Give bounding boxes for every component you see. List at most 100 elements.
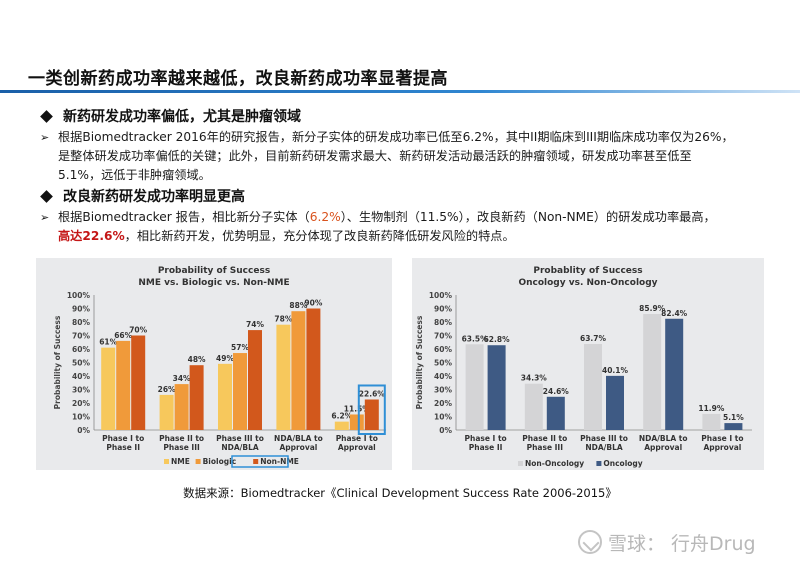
y-tick-label: 80% [72, 318, 90, 327]
legend-label: Non-Oncology [525, 459, 584, 468]
y-tick-label: 10% [434, 413, 452, 422]
data-label: 22.6% [359, 389, 386, 398]
non-nme-rate-highlight: 高达22.6% [58, 229, 125, 243]
section-2-heading-text: 改良新药研发成功率明显更高 [63, 189, 245, 205]
data-label: 24.6% [543, 387, 570, 396]
bar-biologic [174, 384, 189, 430]
data-label: 34.3% [521, 374, 548, 383]
y-tick-label: 40% [434, 372, 452, 381]
legend-swatch [253, 459, 259, 464]
x-tick-label: Phase III [527, 443, 564, 452]
x-tick-label: Phase II to [159, 434, 204, 443]
data-label: 66% [114, 331, 132, 340]
data-label: 34% [173, 374, 191, 383]
x-tick-label: Phase III to [580, 434, 628, 443]
x-tick-label: NDA/BLA to [639, 434, 688, 443]
section-1-line-2: 是整体研发成功率偏低的关键；此外，目前新药研发需求最大、新药研发活动最活跃的肿瘤… [58, 149, 692, 163]
legend-swatch [518, 461, 523, 466]
bar-non-nme [131, 335, 146, 430]
chart-oncology-vs-non-oncology: Probablity of Success Oncology vs. Non-On… [412, 258, 764, 470]
bar-non-oncology [465, 344, 484, 430]
bar-nme [159, 394, 174, 430]
legend-label: NME [171, 457, 190, 466]
y-tick-label: 20% [72, 399, 90, 408]
data-label: 74% [246, 320, 264, 329]
bar-non-nme [306, 308, 321, 430]
data-label: 88% [289, 301, 307, 310]
bar-oncology [606, 375, 624, 430]
title-divider [0, 90, 800, 93]
x-tick-label: Phase I to [701, 434, 743, 443]
bar-biologic [349, 414, 364, 430]
x-tick-label: NDA/BLA to [274, 434, 323, 443]
legend-label: Oncology [603, 459, 642, 468]
legend-swatch [164, 459, 169, 464]
x-tick-label: Approval [338, 443, 376, 452]
data-label: 11.9% [698, 404, 725, 413]
data-label: 61% [99, 338, 117, 347]
bar-nme [276, 324, 291, 430]
data-label: 82.4% [661, 309, 688, 318]
section-2-text-b: ）、生物制剂（11.5%），改良新药（Non-NME）的研发成功率最高， [340, 210, 716, 224]
watermark: 雪球： 行舟Drug [578, 528, 756, 556]
x-tick-label: NDA/BLA [585, 443, 623, 452]
arrow-bullet-icon: ➢ [40, 211, 50, 224]
bar-biologic [233, 353, 247, 430]
y-axis-label: Probability of Success [415, 315, 424, 409]
data-label: 85.9% [639, 304, 666, 313]
section-1-line-1: 根据Biomedtracker 2016年的研究报告，新分子实体的研发成功率已低… [58, 130, 734, 144]
bar-nme [218, 363, 232, 430]
header-band [0, 0, 800, 52]
legend-label: Non-NME [260, 457, 299, 466]
y-tick-label: 70% [434, 332, 452, 341]
watermark-site: 雪球： [608, 532, 666, 555]
bar-non-oncology [643, 314, 662, 430]
y-tick-label: 70% [72, 332, 90, 341]
data-label: 63.7% [580, 334, 607, 343]
y-tick-label: 30% [434, 386, 452, 395]
y-tick-label: 80% [434, 318, 452, 327]
legend-label: Biologic [203, 457, 237, 466]
bar-biologic [116, 340, 131, 430]
chart-subtitle: Oncology vs. Non-Oncology [518, 278, 657, 288]
x-tick-label: Approval [703, 443, 741, 452]
chart-nme-biologic-non-nme: Probability of Success NME vs. Biologic v… [36, 258, 392, 470]
xueqiu-logo-icon [578, 530, 602, 554]
x-tick-label: Phase II [469, 443, 503, 452]
bar-oncology [665, 318, 684, 430]
data-label: 6.2% [331, 412, 352, 421]
data-label: 26% [158, 385, 176, 394]
y-tick-label: 0% [77, 426, 90, 435]
data-label: 70% [129, 326, 147, 335]
arrow-bullet-icon: ➢ [40, 131, 50, 144]
nme-rate-highlight: 6.2% [309, 210, 341, 224]
section-heading-2: 改良新药研发成功率明显更高 [40, 186, 245, 206]
section-2-text-c: ，相比新药开发，优势明显，充分体现了改良新药降低研发风险的特点。 [124, 229, 515, 243]
x-tick-label: Phase II [106, 443, 140, 452]
bar-non-nme [364, 399, 379, 430]
x-tick-label: Phase III to [216, 434, 264, 443]
y-tick-label: 20% [434, 399, 452, 408]
watermark-author: 行舟Drug [671, 532, 756, 555]
bar-nme [101, 347, 116, 430]
data-label: 78% [274, 315, 292, 324]
data-label: 49% [216, 354, 234, 363]
y-tick-label: 10% [72, 413, 90, 422]
chart-1-svg: Probability of Success NME vs. Biologic v… [53, 266, 386, 468]
y-tick-label: 30% [72, 386, 90, 395]
section-heading-1: 新药研发成功率偏低，尤其是肿瘤领域 [40, 106, 301, 126]
y-axis-label: Probability of Success [53, 315, 62, 409]
bar-oncology [724, 423, 743, 430]
data-source-note: 数据来源：Biomedtracker《Clinical Development … [183, 486, 617, 500]
section-1-paragraph: ➢ 根据Biomedtracker 2016年的研究报告，新分子实体的研发成功率已… [40, 128, 780, 185]
chart-2-svg: Probablity of Success Oncology vs. Non-On… [415, 266, 752, 468]
data-label: 63.5% [462, 334, 489, 343]
data-label: 48% [188, 355, 206, 364]
y-tick-label: 0% [439, 426, 452, 435]
y-tick-label: 50% [72, 359, 90, 368]
bar-biologic [291, 311, 306, 430]
bar-non-oncology [584, 344, 602, 430]
slide-title: 一类创新药成功率越来越低，改良新药成功率显著提高 [28, 69, 448, 89]
x-tick-label: Phase I to [102, 434, 144, 443]
legend-highlight-box [231, 455, 289, 468]
